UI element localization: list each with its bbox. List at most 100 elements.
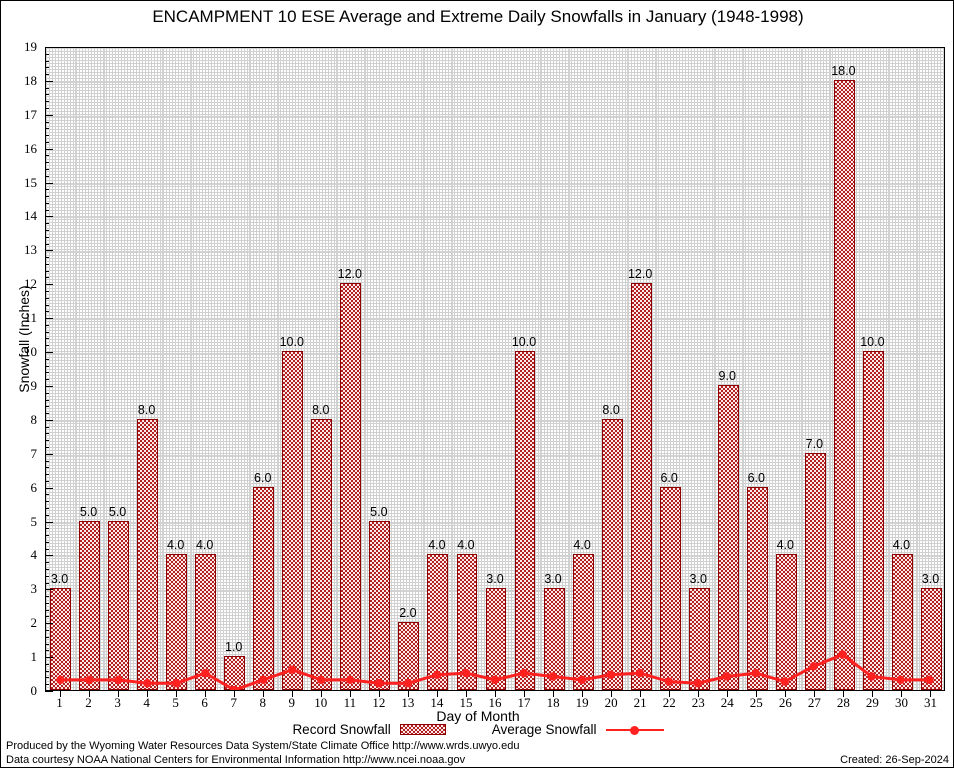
x-axis-tick [785, 691, 787, 697]
bar[interactable] [804, 452, 826, 690]
gridline-vertical [598, 48, 599, 690]
average-snowfall-point[interactable] [345, 675, 355, 685]
y-axis-tick-minor [45, 141, 49, 143]
average-snowfall-point[interactable] [635, 668, 645, 678]
bar[interactable] [282, 351, 304, 690]
bar[interactable] [746, 486, 768, 690]
average-snowfall-point[interactable] [664, 677, 673, 686]
average-snowfall-point[interactable] [259, 675, 268, 685]
bar[interactable] [311, 418, 333, 690]
average-snowfall-point[interactable] [925, 675, 934, 685]
x-axis-tick [233, 691, 235, 697]
x-axis-tick-label: 18 [546, 695, 560, 710]
average-snowfall-point[interactable] [896, 675, 905, 685]
average-snowfall-point[interactable] [490, 675, 500, 685]
average-snowfall-point[interactable] [519, 668, 529, 678]
average-snowfall-point[interactable] [838, 650, 847, 659]
bar[interactable] [340, 283, 362, 690]
x-axis-tick-label: 24 [720, 695, 734, 710]
y-axis-tick-minor [45, 243, 49, 245]
bar[interactable] [543, 588, 565, 690]
x-axis-tick-label: 26 [778, 695, 792, 710]
x-axis-tick-label: 20 [604, 695, 618, 710]
legend-label-record-snowfall: Record Snowfall [292, 722, 391, 737]
x-axis-tick [465, 691, 467, 697]
bar[interactable] [398, 622, 420, 690]
average-snowfall-point[interactable] [288, 665, 297, 674]
bar[interactable] [833, 79, 855, 690]
bar-value-label: 5.0 [79, 504, 98, 519]
bar[interactable] [166, 554, 188, 690]
average-snowfall-point[interactable] [143, 679, 152, 688]
bar[interactable] [224, 656, 246, 690]
x-axis-tick [872, 691, 874, 697]
bar[interactable] [775, 554, 797, 690]
bar[interactable] [427, 554, 449, 690]
average-snowfall-point[interactable] [374, 679, 384, 688]
average-snowfall-point[interactable] [751, 668, 760, 678]
average-snowfall-point[interactable] [780, 677, 789, 686]
average-snowfall-point[interactable] [317, 675, 326, 685]
bar[interactable] [862, 351, 884, 690]
average-snowfall-point[interactable] [693, 679, 702, 688]
gridline-horizontal [46, 387, 944, 388]
average-snowfall-point[interactable] [867, 672, 876, 681]
x-axis-tick-label: 10 [314, 695, 328, 710]
y-axis-tick-minor [45, 331, 49, 333]
bar[interactable] [79, 520, 100, 690]
y-axis-tick-minor [45, 582, 49, 584]
bar[interactable] [195, 554, 217, 690]
average-snowfall-point[interactable] [85, 675, 94, 685]
average-snowfall-point[interactable] [403, 679, 413, 688]
bar[interactable] [572, 554, 594, 690]
average-snowfall-point[interactable] [432, 670, 442, 679]
bar[interactable] [921, 588, 942, 690]
y-axis-tick-minor [45, 94, 49, 96]
gridline-vertical [685, 48, 686, 690]
average-snowfall-point[interactable] [722, 672, 731, 681]
y-axis-tick-minor [45, 223, 49, 225]
gridline-horizontal [46, 353, 944, 354]
x-axis-tick [553, 691, 555, 697]
footer-producer-text: Produced by the Wyoming Water Resources … [6, 740, 520, 752]
legend-entry-average-snowfall[interactable]: Average Snowfall [492, 722, 664, 737]
bar[interactable] [137, 418, 159, 690]
y-axis-tick-minor [45, 236, 49, 238]
bar[interactable] [108, 520, 130, 690]
bar[interactable] [514, 351, 536, 690]
average-snowfall-point[interactable] [606, 670, 616, 679]
x-axis-tick [204, 691, 206, 697]
y-axis-tick-minor [45, 297, 49, 299]
gridline-vertical [75, 48, 76, 690]
bar[interactable] [369, 520, 391, 690]
gridline-horizontal [46, 150, 944, 151]
average-snowfall-point[interactable] [172, 679, 181, 688]
x-axis-tick [378, 691, 380, 697]
y-axis-tick-minor [45, 53, 49, 55]
legend-entry-record-snowfall[interactable]: Record Snowfall [292, 722, 446, 737]
bar[interactable] [485, 588, 507, 690]
bar[interactable] [253, 486, 275, 690]
bar[interactable] [892, 554, 913, 690]
average-snowfall-point[interactable] [201, 668, 210, 678]
gridline-horizontal [46, 116, 944, 117]
y-axis-tick-minor [45, 135, 49, 137]
average-snowfall-point[interactable] [114, 675, 123, 685]
y-axis-tick-label: 16 [24, 140, 37, 156]
average-snowfall-point[interactable] [230, 685, 239, 691]
bar[interactable] [50, 588, 71, 690]
bar[interactable] [630, 283, 652, 690]
average-snowfall-point[interactable] [809, 662, 818, 671]
bar-value-label: 4.0 [776, 538, 794, 553]
bar[interactable] [659, 486, 681, 690]
average-snowfall-point[interactable] [577, 675, 587, 685]
average-snowfall-point[interactable] [461, 668, 471, 678]
average-snowfall-point[interactable] [56, 675, 65, 685]
bar[interactable] [717, 384, 739, 690]
y-axis-tick-minor [45, 128, 49, 130]
bar[interactable] [456, 554, 478, 690]
y-axis-tick-major [45, 555, 53, 557]
bar[interactable] [601, 418, 623, 690]
bar[interactable] [688, 588, 710, 690]
average-snowfall-point[interactable] [548, 672, 558, 681]
